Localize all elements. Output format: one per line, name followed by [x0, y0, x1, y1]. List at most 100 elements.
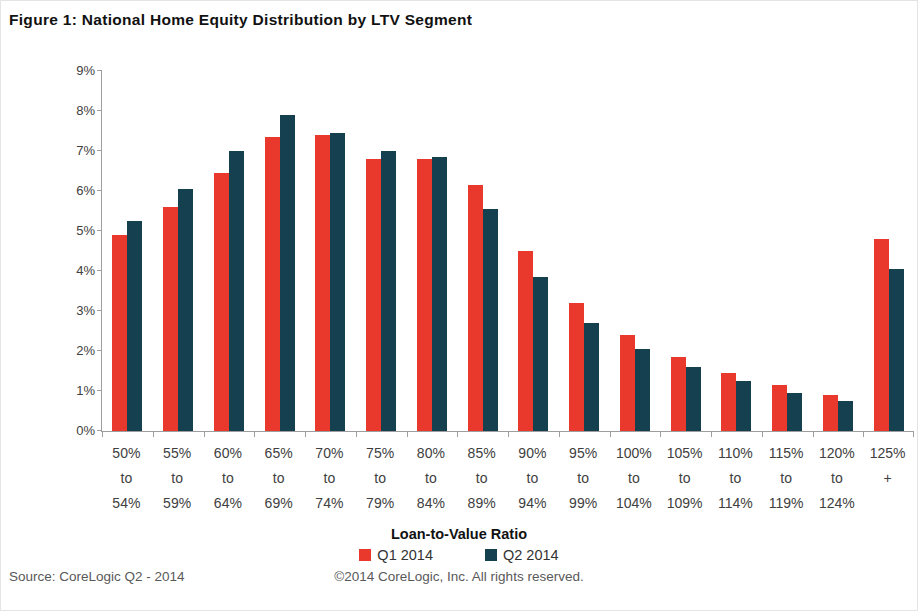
footer: Source: CoreLogic Q2 - 2014 ©2014 CoreLo… [1, 569, 917, 587]
bar-q2-2014-0 [127, 221, 142, 431]
bar-q2-2014-15 [889, 269, 904, 431]
source-text: Source: CoreLogic Q2 - 2014 [9, 569, 185, 584]
x-tick [305, 432, 306, 437]
x-tick-label: 90%to94% [507, 441, 558, 516]
y-tick-label: 0% [76, 422, 95, 440]
y-tick [97, 390, 102, 391]
bar-q2-2014-13 [787, 393, 802, 431]
y-tick-label: 1% [76, 382, 95, 400]
bar-q1-2014-0 [112, 235, 127, 431]
x-tick-label: 80%to84% [406, 441, 457, 516]
x-tick-label: 105%to109% [659, 441, 710, 516]
y-tick [97, 110, 102, 111]
x-tick [407, 432, 408, 437]
y-tick-label: 8% [76, 102, 95, 120]
bar-group-12 [711, 373, 762, 431]
x-tick-label: 50%to54% [101, 441, 152, 516]
y-tick-label: 3% [76, 302, 95, 320]
y-tick [97, 270, 102, 271]
bar-q2-2014-12 [736, 381, 751, 431]
x-tick-label: 115%to119% [761, 441, 812, 516]
x-axis-title: Loan-to-Value Ratio [1, 526, 917, 542]
bar-q1-2014-13 [772, 385, 787, 431]
y-tick [97, 230, 102, 231]
bar-q1-2014-11 [671, 357, 686, 431]
x-tick-label: 100%to104% [609, 441, 660, 516]
bar-group-13 [762, 385, 813, 431]
bar-q2-2014-1 [178, 189, 193, 431]
bar-group-15 [863, 239, 914, 431]
bar-q1-2014-8 [518, 251, 533, 431]
x-tick [153, 432, 154, 437]
x-tick [863, 432, 864, 437]
bar-group-8 [508, 251, 559, 431]
x-tick-label: 120%to124% [812, 441, 863, 516]
bar-q2-2014-5 [381, 151, 396, 431]
y-tick-label: 9% [76, 62, 95, 80]
bar-group-2 [204, 151, 255, 431]
y-tick [97, 70, 102, 71]
figure-container: Figure 1: National Home Equity Distribut… [0, 0, 918, 611]
copyright-text: ©2014 CoreLogic, Inc. All rights reserve… [334, 569, 583, 584]
x-tick [813, 432, 814, 437]
chart-legend: Q1 2014 Q2 2014 [1, 547, 917, 563]
bar-q2-2014-2 [229, 151, 244, 431]
x-tick [660, 432, 661, 437]
bar-q2-2014-3 [280, 115, 295, 431]
x-tick-label: 95%to99% [558, 441, 609, 516]
bar-q2-2014-14 [838, 401, 853, 431]
y-tick [97, 310, 102, 311]
bar-q2-2014-10 [635, 349, 650, 431]
bar-q1-2014-1 [163, 207, 178, 431]
bar-q2-2014-8 [533, 277, 548, 431]
legend-item-q2-2014: Q2 2014 [485, 547, 559, 563]
bar-q1-2014-9 [569, 303, 584, 431]
legend-swatch-icon [359, 549, 371, 561]
x-axis-tick-labels: 50%to54%55%to59%60%to64%65%to69%70%to74%… [101, 432, 913, 516]
bar-q1-2014-10 [620, 335, 635, 431]
x-tick [711, 432, 712, 437]
x-tick [204, 432, 205, 437]
bar-q2-2014-6 [432, 157, 447, 431]
bar-group-1 [153, 189, 204, 431]
x-tick [457, 432, 458, 437]
x-tick-label: 70%to74% [304, 441, 355, 516]
bar-group-4 [305, 133, 356, 431]
bar-q2-2014-9 [584, 323, 599, 431]
y-tick-label: 4% [76, 262, 95, 280]
x-tick-label: 125%+ [862, 441, 913, 516]
y-tick [97, 350, 102, 351]
y-tick [97, 150, 102, 151]
plot-area: 0%1%2%3%4%5%6%7%8%9% [101, 71, 914, 432]
bar-q1-2014-7 [468, 185, 483, 431]
bar-group-10 [610, 335, 661, 431]
bar-group-0 [102, 221, 153, 431]
bar-chart: 0%1%2%3%4%5%6%7%8%9% 50%to54%55%to59%60%… [1, 71, 917, 563]
bar-q1-2014-3 [265, 137, 280, 431]
bar-q1-2014-15 [874, 239, 889, 431]
legend-label: Q2 2014 [503, 547, 559, 563]
bar-groups [102, 71, 914, 431]
y-tick-label: 6% [76, 182, 95, 200]
bar-group-3 [254, 115, 305, 431]
bar-q2-2014-7 [483, 209, 498, 431]
bar-group-7 [457, 185, 508, 431]
legend-label: Q1 2014 [377, 547, 433, 563]
x-tick [102, 432, 103, 437]
y-tick-label: 7% [76, 142, 95, 160]
bar-q2-2014-11 [686, 367, 701, 431]
x-tick [762, 432, 763, 437]
bar-q2-2014-4 [330, 133, 345, 431]
bar-group-14 [813, 395, 864, 431]
legend-swatch-icon [485, 549, 497, 561]
y-tick [97, 430, 102, 431]
x-tick [913, 432, 914, 437]
x-tick-label: 110%to114% [710, 441, 761, 516]
bar-q1-2014-12 [721, 373, 736, 431]
bar-q1-2014-6 [417, 159, 432, 431]
bar-group-9 [559, 303, 610, 431]
x-tick-label: 60%to64% [203, 441, 254, 516]
bar-q1-2014-14 [823, 395, 838, 431]
x-tick [610, 432, 611, 437]
bar-q1-2014-5 [366, 159, 381, 431]
